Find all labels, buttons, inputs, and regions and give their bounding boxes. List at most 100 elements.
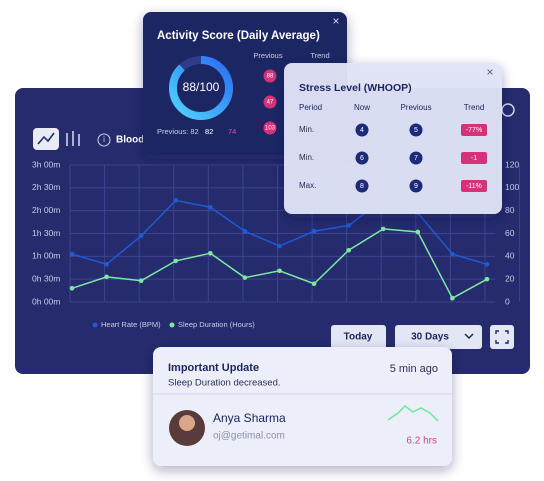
range-label: 30 Days — [411, 332, 449, 343]
point — [173, 258, 179, 264]
badge-label: 8 — [360, 183, 364, 190]
point — [69, 286, 75, 291]
footer-label: Previous: 82 — [157, 127, 199, 136]
badge-label: 88 — [267, 74, 274, 80]
legend-marker — [169, 322, 175, 328]
column-header: Previous — [400, 103, 431, 112]
close-button[interactable]: × — [486, 65, 493, 79]
y2-tick-label: 120 — [505, 159, 519, 169]
point — [69, 251, 75, 257]
close-button[interactable]: × — [332, 14, 339, 28]
expand-icon — [495, 330, 509, 344]
trend-badge — [461, 124, 487, 136]
user-email: oj@getimal.com — [213, 431, 285, 442]
point — [415, 229, 421, 235]
info-icon[interactable] — [97, 133, 111, 147]
user-name: Anya Sharma — [213, 411, 286, 425]
point — [173, 198, 179, 203]
y2-tick-label: 20 — [505, 273, 515, 283]
trend-badge — [461, 180, 487, 192]
badge-label: 4 — [360, 127, 364, 134]
point — [311, 228, 317, 234]
legend-label: Sleep Duration (Hours) — [178, 320, 255, 329]
trend-badge — [461, 152, 487, 164]
footer-trend: 74 — [228, 127, 236, 136]
point — [104, 262, 109, 267]
trend-label: -1 — [471, 155, 477, 162]
range-select[interactable] — [395, 325, 482, 349]
point — [380, 226, 386, 232]
expand-button[interactable] — [490, 325, 514, 349]
today-label: Today — [344, 332, 373, 343]
toolbar-label: Blood — [116, 135, 144, 146]
point — [450, 295, 455, 301]
point — [484, 262, 490, 267]
card-title: Stress Level (WHOOP) — [299, 82, 412, 94]
update-amount: 6.2 hrs — [406, 436, 437, 447]
y-tick-label: 1h 30m — [32, 228, 60, 238]
badge — [355, 151, 369, 165]
point — [138, 278, 144, 283]
badge — [263, 95, 277, 109]
point — [346, 223, 351, 228]
point — [277, 268, 282, 274]
donut-arc — [169, 56, 233, 120]
y2-tick-label: 60 — [505, 228, 515, 238]
point — [138, 233, 144, 239]
badge-label: 5 — [414, 127, 418, 134]
line-icon — [37, 132, 55, 145]
legend-marker — [92, 322, 98, 328]
footer-value: 82 — [205, 127, 213, 136]
today-button[interactable] — [331, 325, 386, 349]
info-glyph: i — [103, 135, 105, 144]
score-label: 88/100 — [183, 80, 220, 94]
point — [450, 251, 455, 257]
column-header: Now — [354, 103, 370, 112]
badge — [355, 123, 369, 137]
badge-label: 7 — [414, 155, 418, 162]
period: Max. — [299, 181, 316, 190]
badge-label: 9 — [414, 183, 418, 190]
point — [242, 228, 248, 234]
avatar-face — [179, 415, 195, 431]
point — [242, 275, 248, 280]
update-message: Sleep Duration decreased. — [168, 378, 281, 389]
card-bg — [284, 63, 502, 214]
period: Min. — [299, 125, 314, 134]
point — [208, 204, 213, 210]
column-header: Trend — [464, 103, 485, 112]
stress-card: Stress Level (WHOOP) × Period Now Previous… — [284, 63, 502, 214]
badge — [409, 151, 423, 165]
column-header: Period — [299, 103, 322, 112]
legend-label: Heart Rate (BPM) — [101, 320, 161, 329]
column-header: Trend — [310, 51, 329, 60]
point — [311, 281, 317, 287]
point — [104, 274, 109, 280]
badge-label: 6 — [360, 155, 364, 162]
y2-tick-label: 80 — [505, 205, 515, 215]
y2-tick-label: 40 — [505, 251, 515, 261]
update-title: Important Update — [168, 362, 259, 374]
badge — [263, 69, 277, 83]
point — [208, 250, 213, 256]
y2-tick-label: 0 — [505, 296, 510, 306]
sparkline — [387, 405, 439, 422]
y2-tick-label: 100 — [505, 182, 519, 192]
bars-icon[interactable] — [66, 131, 80, 146]
update-card: Important Update 5 min ago Sleep Duratio… — [153, 347, 452, 466]
y-tick-label: 2h 30m — [32, 182, 60, 192]
y-tick-label: 0h 00m — [32, 296, 60, 306]
update-time: 5 min ago — [390, 363, 438, 375]
point — [484, 276, 490, 282]
badge — [409, 123, 423, 137]
point — [277, 243, 282, 249]
badge-label: 47 — [267, 100, 274, 106]
card-bg — [153, 347, 452, 466]
plot: 0h 00m 0h 30m 1h 00m 1h 30m 2h 00m 2h 30m 3h 0… — [32, 159, 521, 329]
y-tick-label: 3h 00m — [32, 159, 60, 169]
trend-label: -11% — [466, 183, 482, 190]
point — [346, 247, 351, 253]
badge — [355, 179, 369, 193]
